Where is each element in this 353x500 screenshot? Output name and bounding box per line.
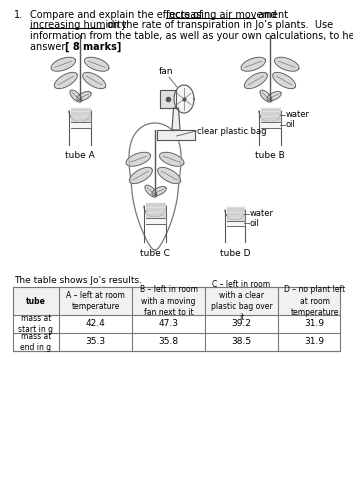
- Polygon shape: [51, 58, 76, 71]
- Text: increasing air movement: increasing air movement: [166, 10, 288, 20]
- Text: 38.5: 38.5: [232, 338, 252, 346]
- Polygon shape: [70, 90, 82, 102]
- Text: on the rate of transpiration in Jo’s plants.  Use: on the rate of transpiration in Jo’s pla…: [104, 20, 333, 30]
- Text: mass at
start in g: mass at start in g: [18, 314, 54, 334]
- Text: oil: oil: [250, 219, 259, 228]
- Text: [ 8 marks]: [ 8 marks]: [65, 42, 121, 52]
- Text: 42.4: 42.4: [86, 320, 106, 328]
- Text: 35.8: 35.8: [158, 338, 179, 346]
- Text: fan: fan: [159, 67, 173, 76]
- Text: B – left in room
with a moving
fan next to it: B – left in room with a moving fan next …: [139, 286, 197, 316]
- Polygon shape: [126, 152, 150, 166]
- Text: A – left at room
temperature: A – left at room temperature: [66, 291, 125, 311]
- Polygon shape: [160, 152, 184, 166]
- Text: and: and: [255, 10, 276, 20]
- Polygon shape: [129, 168, 152, 184]
- Polygon shape: [174, 85, 194, 113]
- Text: oil: oil: [286, 120, 295, 130]
- Text: 1.: 1.: [14, 10, 23, 20]
- Text: 39.2: 39.2: [232, 320, 251, 328]
- Polygon shape: [157, 130, 195, 140]
- Text: C – left in room
with a clear
plastic bag over
it: C – left in room with a clear plastic ba…: [211, 280, 272, 322]
- Polygon shape: [77, 92, 91, 101]
- Text: The table shows Jo’s results.: The table shows Jo’s results.: [14, 276, 142, 285]
- Polygon shape: [83, 72, 106, 88]
- Polygon shape: [152, 186, 166, 196]
- Text: information from the table, as well as your own calculations, to help you: information from the table, as well as y…: [30, 31, 353, 41]
- Text: mass at
end in g: mass at end in g: [20, 332, 52, 352]
- Text: water: water: [286, 110, 310, 120]
- Text: tube C: tube C: [140, 249, 170, 258]
- Polygon shape: [54, 72, 77, 88]
- Text: 31.9: 31.9: [304, 320, 324, 328]
- Text: Compare and explain the effects of: Compare and explain the effects of: [30, 10, 205, 20]
- Polygon shape: [160, 90, 176, 108]
- Polygon shape: [244, 72, 267, 88]
- Polygon shape: [172, 108, 180, 130]
- Polygon shape: [260, 90, 272, 102]
- Text: 35.3: 35.3: [85, 338, 106, 346]
- Text: answer.: answer.: [30, 42, 74, 51]
- Text: tube A: tube A: [65, 151, 95, 160]
- Text: 31.9: 31.9: [304, 338, 324, 346]
- Text: clear plastic bag: clear plastic bag: [197, 126, 267, 136]
- Text: 47.3: 47.3: [158, 320, 179, 328]
- Text: tube B: tube B: [255, 151, 285, 160]
- Polygon shape: [84, 58, 109, 71]
- Polygon shape: [267, 92, 281, 101]
- Text: D – no plant left
at room
temperature: D – no plant left at room temperature: [284, 286, 345, 316]
- Text: tube: tube: [26, 296, 46, 306]
- Polygon shape: [145, 185, 157, 197]
- Polygon shape: [273, 72, 296, 88]
- Text: water: water: [250, 210, 274, 218]
- Text: tube D: tube D: [220, 249, 250, 258]
- Polygon shape: [158, 168, 181, 184]
- Text: increasing humidity: increasing humidity: [30, 20, 127, 30]
- Polygon shape: [275, 58, 299, 71]
- Polygon shape: [241, 58, 265, 71]
